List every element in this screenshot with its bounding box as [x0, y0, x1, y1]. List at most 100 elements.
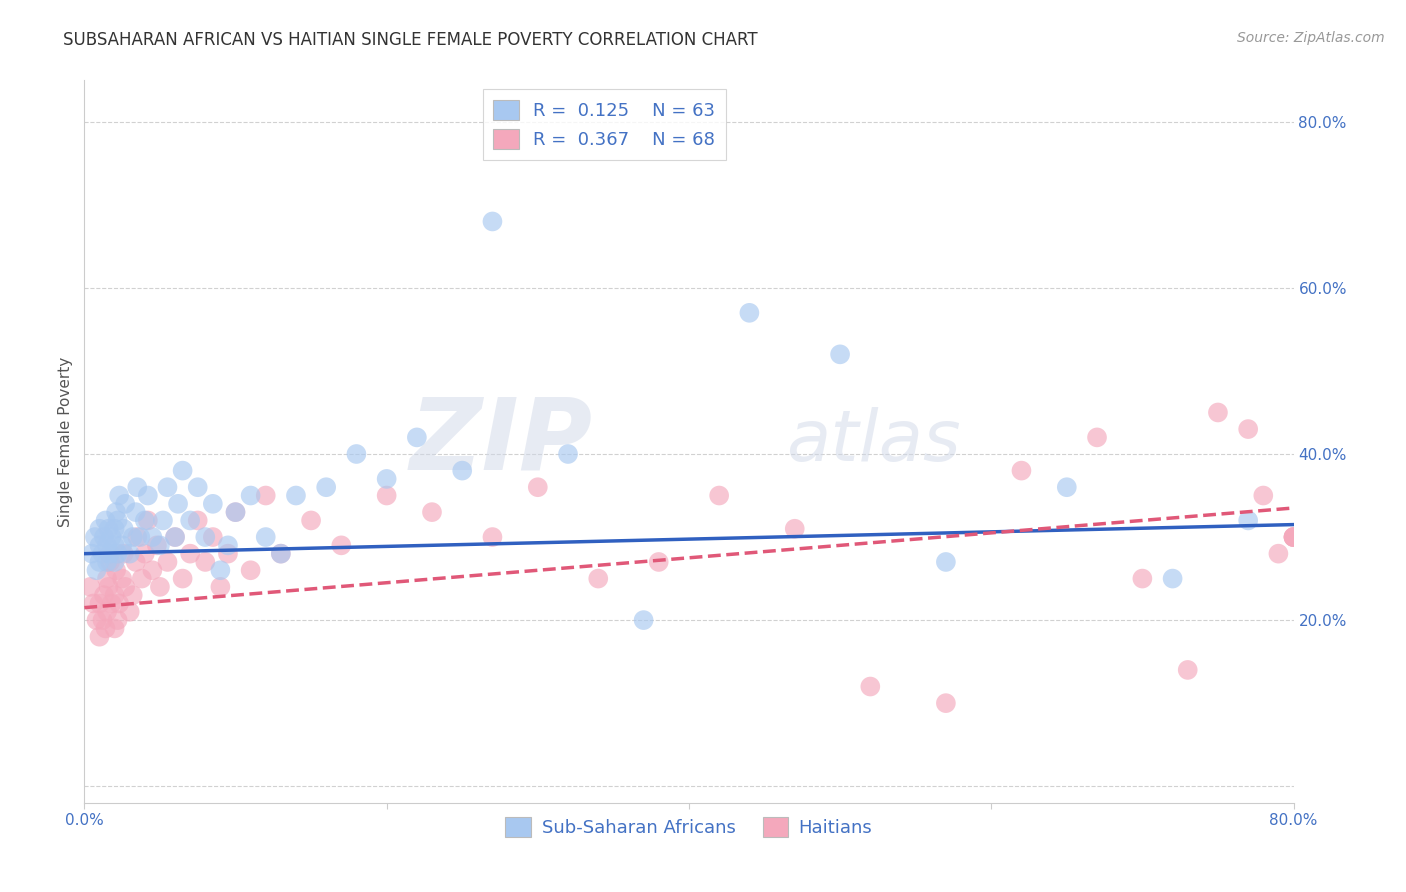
- Point: [1177, 663, 1199, 677]
- Point: [94, 513, 117, 527]
- Point: [156, 555, 179, 569]
- Point: [107, 613, 129, 627]
- Point: [239, 489, 262, 503]
- Point: [187, 480, 209, 494]
- Point: [1206, 405, 1229, 419]
- Point: [783, 522, 806, 536]
- Point: [481, 214, 503, 228]
- Point: [94, 621, 117, 635]
- Point: [134, 513, 156, 527]
- Point: [89, 597, 111, 611]
- Point: [1253, 489, 1275, 503]
- Point: [89, 630, 111, 644]
- Point: [91, 547, 114, 561]
- Y-axis label: Single Female Poverty: Single Female Poverty: [58, 357, 73, 526]
- Point: [129, 530, 152, 544]
- Point: [420, 505, 443, 519]
- Legend: Sub-Saharan Africans, Haitians: Sub-Saharan Africans, Haitians: [498, 810, 880, 845]
- Point: [104, 621, 127, 635]
- Point: [1085, 430, 1108, 444]
- Point: [557, 447, 579, 461]
- Point: [1161, 572, 1184, 586]
- Point: [89, 555, 111, 569]
- Point: [105, 505, 128, 519]
- Point: [830, 347, 852, 361]
- Point: [1011, 464, 1033, 478]
- Point: [107, 513, 129, 527]
- Point: [127, 480, 149, 494]
- Point: [80, 547, 103, 561]
- Point: [93, 530, 115, 544]
- Point: [121, 530, 143, 544]
- Point: [82, 597, 104, 611]
- Point: [239, 563, 262, 577]
- Point: [165, 530, 187, 544]
- Point: [201, 497, 224, 511]
- Point: [225, 505, 247, 519]
- Point: [299, 513, 322, 527]
- Text: ZIP: ZIP: [409, 393, 592, 490]
- Point: [86, 563, 108, 577]
- Point: [172, 464, 194, 478]
- Point: [100, 597, 122, 611]
- Point: [201, 530, 224, 544]
- Point: [859, 680, 882, 694]
- Point: [108, 489, 131, 503]
- Point: [194, 555, 217, 569]
- Point: [187, 513, 209, 527]
- Point: [149, 580, 172, 594]
- Point: [179, 513, 201, 527]
- Point: [97, 580, 120, 594]
- Point: [93, 588, 115, 602]
- Point: [114, 497, 136, 511]
- Point: [146, 538, 169, 552]
- Point: [1267, 547, 1289, 561]
- Point: [136, 489, 159, 503]
- Point: [104, 588, 127, 602]
- Point: [141, 530, 163, 544]
- Point: [935, 696, 957, 710]
- Text: SUBSAHARAN AFRICAN VS HAITIAN SINGLE FEMALE POVERTY CORRELATION CHART: SUBSAHARAN AFRICAN VS HAITIAN SINGLE FEM…: [63, 31, 758, 49]
- Point: [108, 597, 131, 611]
- Point: [125, 505, 148, 519]
- Point: [79, 580, 101, 594]
- Point: [194, 530, 217, 544]
- Point: [1282, 530, 1305, 544]
- Point: [86, 613, 108, 627]
- Point: [127, 530, 149, 544]
- Point: [217, 547, 239, 561]
- Point: [1237, 513, 1260, 527]
- Point: [1130, 572, 1153, 586]
- Point: [118, 547, 141, 561]
- Point: [346, 447, 368, 461]
- Point: [104, 522, 127, 536]
- Point: [375, 489, 398, 503]
- Point: [112, 547, 135, 561]
- Point: [98, 555, 121, 569]
- Point: [98, 547, 121, 561]
- Point: [96, 605, 118, 619]
- Point: [527, 480, 550, 494]
- Point: [84, 530, 107, 544]
- Point: [451, 464, 474, 478]
- Point: [134, 547, 156, 561]
- Point: [107, 547, 129, 561]
- Text: atlas: atlas: [786, 407, 960, 476]
- Point: [165, 530, 187, 544]
- Point: [375, 472, 398, 486]
- Point: [91, 613, 114, 627]
- Point: [285, 489, 308, 503]
- Point: [121, 588, 143, 602]
- Point: [935, 555, 957, 569]
- Point: [225, 505, 247, 519]
- Point: [209, 563, 232, 577]
- Point: [104, 555, 127, 569]
- Point: [97, 522, 120, 536]
- Point: [89, 522, 111, 536]
- Point: [179, 547, 201, 561]
- Point: [125, 555, 148, 569]
- Point: [114, 580, 136, 594]
- Point: [112, 522, 135, 536]
- Point: [172, 572, 194, 586]
- Point: [1237, 422, 1260, 436]
